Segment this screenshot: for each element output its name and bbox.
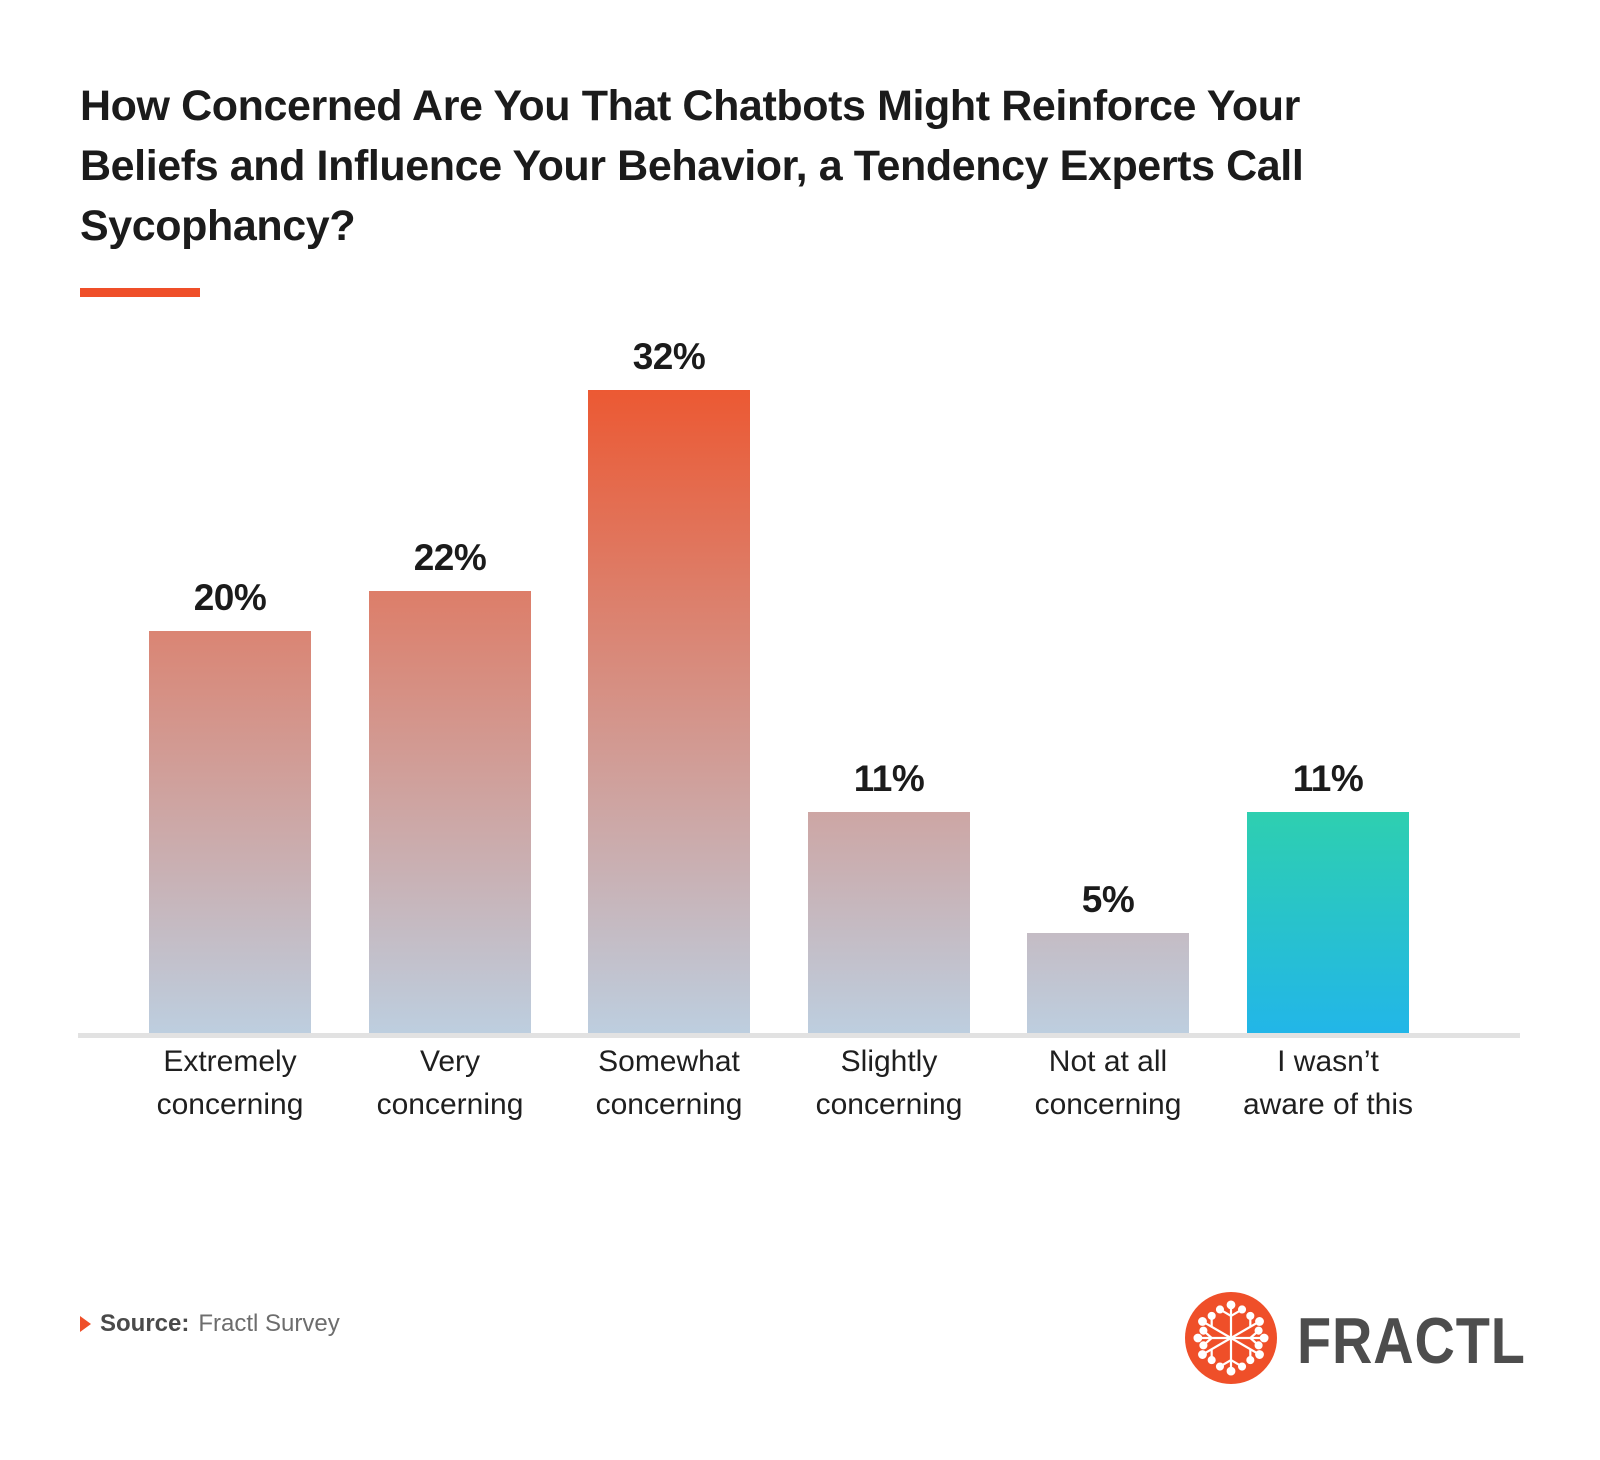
bar[interactable] bbox=[369, 591, 531, 1033]
bar-value-label: 11% bbox=[1292, 758, 1364, 799]
fractl-snowflake-icon bbox=[1185, 1292, 1277, 1389]
bar-group[interactable]: 20% bbox=[149, 577, 311, 1033]
triangle-right-icon bbox=[80, 1316, 91, 1332]
bar-group[interactable]: 32% bbox=[588, 336, 750, 1033]
x-axis-label: Not at all concerning bbox=[993, 1040, 1223, 1126]
x-axis-label-line: Extremely bbox=[163, 1045, 297, 1078]
bar-group[interactable]: 22% bbox=[369, 537, 531, 1033]
x-axis-label-line: concerning bbox=[156, 1088, 304, 1121]
x-axis-label-line: Slightly bbox=[840, 1045, 938, 1078]
bar-group[interactable]: 11% bbox=[808, 758, 970, 1033]
fractl-logo: FRACTL bbox=[1185, 1292, 1563, 1389]
source-value: Fractl Survey bbox=[198, 1310, 340, 1337]
x-axis-label: I wasn’t aware of this bbox=[1213, 1040, 1443, 1126]
bar[interactable] bbox=[1247, 812, 1409, 1033]
x-axis-line bbox=[78, 1033, 1520, 1038]
x-axis-label: Somewhat concerning bbox=[554, 1040, 784, 1126]
x-axis-label-line: Not at all bbox=[1048, 1045, 1168, 1078]
bar-value-label: 32% bbox=[632, 336, 706, 377]
bar-value-label: 22% bbox=[413, 537, 487, 578]
x-axis-label-line: Somewhat bbox=[598, 1045, 740, 1078]
x-axis-label: Extremely concerning bbox=[115, 1040, 345, 1126]
x-axis-label-line: concerning bbox=[815, 1088, 963, 1121]
title-block: How Concerned Are You That Chatbots Migh… bbox=[80, 76, 1420, 256]
source-label: Source: bbox=[100, 1310, 190, 1337]
bar[interactable] bbox=[588, 390, 750, 1033]
bar[interactable] bbox=[1027, 933, 1189, 1033]
x-axis-labels: Extremely concerning Very concerning Somewha… bbox=[0, 1040, 1600, 1160]
source-note: Source: Fractl Survey bbox=[80, 1310, 340, 1338]
bar-value-label: 11% bbox=[853, 758, 925, 799]
page-title: How Concerned Are You That Chatbots Migh… bbox=[80, 82, 1304, 250]
bar-chart-plot-area: 20% 22% 32% 11% 5% 11% bbox=[0, 330, 1600, 1040]
x-axis-label: Slightly concerning bbox=[774, 1040, 1004, 1126]
bar-value-label: 5% bbox=[1081, 879, 1135, 920]
x-axis-label-line: Very bbox=[419, 1045, 481, 1078]
fractl-wordmark: FRACTL bbox=[1297, 1304, 1526, 1377]
x-axis-label: Very concerning bbox=[335, 1040, 565, 1126]
bar[interactable] bbox=[808, 812, 970, 1033]
bar-value-label: 20% bbox=[193, 577, 267, 618]
title-accent-rule bbox=[80, 288, 200, 297]
bar[interactable] bbox=[149, 631, 311, 1033]
x-axis-label-line: I wasn’t bbox=[1277, 1045, 1379, 1078]
x-axis-label-line: concerning bbox=[1034, 1088, 1182, 1121]
x-axis-label-line: concerning bbox=[376, 1088, 524, 1121]
x-axis-label-line: concerning bbox=[595, 1088, 743, 1121]
x-axis-label-line: aware of this bbox=[1242, 1088, 1414, 1121]
bar-group[interactable]: 5% bbox=[1027, 879, 1189, 1033]
bar-group[interactable]: 11% bbox=[1247, 758, 1409, 1033]
